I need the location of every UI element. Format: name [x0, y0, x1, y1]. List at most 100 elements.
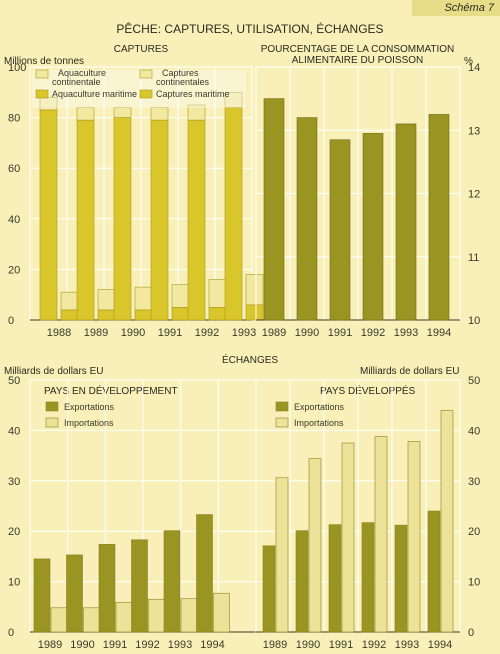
- bar: [97, 289, 116, 311]
- y-tick-label: 10: [8, 577, 20, 589]
- bar: [361, 522, 375, 633]
- y-tick-label: 40: [8, 425, 20, 437]
- bar: [427, 510, 441, 633]
- bar: [50, 607, 68, 633]
- bar: [394, 524, 408, 633]
- y-tick-label: 40: [468, 425, 480, 437]
- legend-swatch: [35, 89, 49, 99]
- y-tick-label: 20: [8, 264, 20, 276]
- legend-label: Exportations: [294, 402, 345, 412]
- x-tick-label: 1993: [232, 327, 256, 339]
- legend-label: continentale: [52, 77, 101, 87]
- bar: [341, 442, 355, 633]
- y-tick-label: 50: [468, 375, 480, 387]
- bar: [97, 309, 116, 321]
- y-tick-label: 0: [8, 627, 14, 639]
- developpement-ylabel: Milliards de dollars EU: [4, 366, 104, 377]
- x-tick-label: 1991: [328, 327, 352, 339]
- x-tick-label: 1992: [361, 327, 385, 339]
- x-tick-label: 1993: [395, 639, 419, 651]
- y-tick-label: 60: [8, 163, 20, 175]
- bar: [208, 307, 227, 321]
- x-tick-label: 1989: [84, 327, 108, 339]
- legend-label: Aquaculture: [58, 68, 106, 78]
- y-tick-label: 13: [468, 125, 480, 137]
- bar: [245, 274, 264, 306]
- x-tick-label: 1992: [195, 327, 219, 339]
- y-tick-label: 80: [8, 113, 20, 125]
- bar: [163, 530, 181, 633]
- bar: [407, 441, 421, 633]
- y-tick-label: 50: [8, 375, 20, 387]
- x-tick-label: 1990: [70, 639, 94, 651]
- bar: [113, 107, 132, 118]
- bar: [374, 436, 388, 633]
- developpes-title: PAYS DÉVELOPPÉS: [320, 386, 416, 397]
- bar: [76, 107, 95, 121]
- bar: [329, 139, 351, 321]
- y-tick-label: 0: [468, 627, 474, 639]
- legend-label: Importations: [294, 418, 344, 428]
- legend-swatch: [275, 401, 289, 412]
- x-tick-label: 1993: [394, 327, 418, 339]
- y-tick-label: 11: [468, 252, 479, 264]
- main-title: PÊCHE: CAPTURES, UTILISATION, ÉCHANGES: [116, 22, 384, 36]
- legend-label: Captures maritime: [156, 89, 230, 99]
- bar: [275, 477, 289, 633]
- bar: [60, 291, 79, 311]
- bar: [148, 598, 165, 633]
- bar: [171, 284, 190, 308]
- bar: [263, 98, 285, 321]
- x-tick-label: 1989: [262, 327, 286, 339]
- bar: [196, 514, 213, 633]
- y-tick-label: 30: [468, 476, 480, 488]
- legend-label: Importations: [64, 418, 114, 428]
- bar: [395, 123, 417, 321]
- bar: [131, 539, 148, 633]
- bar: [98, 544, 116, 633]
- x-tick-label: 1991: [158, 327, 182, 339]
- x-tick-label: 1994: [200, 639, 224, 651]
- bar: [296, 117, 318, 321]
- y-tick-label: 20: [8, 526, 20, 538]
- bar: [295, 530, 309, 633]
- legend-label: continentales: [156, 77, 210, 87]
- bar: [440, 409, 454, 633]
- x-tick-label: 1991: [103, 639, 127, 651]
- x-tick-label: 1989: [38, 639, 62, 651]
- bar: [150, 119, 169, 321]
- bar: [83, 607, 100, 633]
- bar: [39, 109, 58, 321]
- legend-swatch: [45, 417, 59, 428]
- y-tick-label: 12: [468, 189, 480, 201]
- bar: [362, 133, 384, 321]
- y-tick-label: 14: [468, 62, 480, 74]
- developpes-ylabel: Milliards de dollars EU: [360, 366, 460, 377]
- legend-swatch: [35, 69, 49, 79]
- bar: [245, 304, 264, 321]
- x-tick-label: 1994: [427, 327, 451, 339]
- y-tick-label: 100: [8, 62, 26, 74]
- x-tick-label: 1990: [121, 327, 145, 339]
- bar: [33, 558, 51, 633]
- consommation-ylabel: %: [464, 56, 473, 67]
- bar: [39, 97, 58, 111]
- legend-swatch: [45, 401, 59, 412]
- bar: [224, 92, 243, 108]
- developpement-title: PAYS EN DÉVELOPPEMENT: [44, 386, 178, 397]
- bar: [113, 117, 132, 321]
- bar: [115, 601, 133, 633]
- bar: [171, 307, 190, 321]
- x-tick-label: 1992: [135, 639, 159, 651]
- bar: [187, 119, 206, 321]
- captures-title: CAPTURES: [113, 44, 169, 55]
- bar: [187, 104, 206, 121]
- bar: [328, 524, 342, 633]
- schema-label: Schéma 7: [412, 0, 500, 16]
- legend-swatch: [139, 89, 153, 99]
- y-tick-label: 30: [8, 476, 20, 488]
- x-tick-label: 1991: [329, 639, 353, 651]
- bar: [224, 107, 243, 321]
- x-tick-label: 1989: [263, 639, 287, 651]
